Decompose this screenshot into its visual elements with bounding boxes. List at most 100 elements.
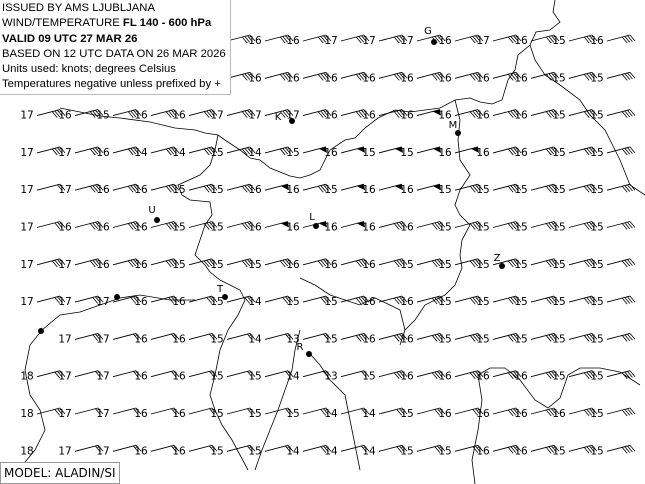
wind-barb-feather (399, 333, 405, 341)
wind-barb-feather (97, 370, 104, 377)
wind-barb (150, 444, 180, 453)
temperature-label: 15 (324, 296, 337, 308)
wind-barb-feather (241, 111, 248, 118)
temperature-label: 14 (172, 147, 186, 159)
temperature-label: 15 (552, 445, 565, 457)
wind-barb-stem (568, 407, 593, 415)
wind-barb-feather (434, 73, 441, 80)
wind-barb-feather (168, 297, 175, 304)
wind-barb-feather (249, 146, 256, 154)
wind-barb-pennant (319, 221, 327, 228)
wind-barb-feather (431, 335, 438, 342)
wind-barb-feather (168, 185, 175, 192)
temperature-label: 17 (58, 147, 71, 159)
temperature-label: 17 (20, 296, 33, 308)
station-marker: R (297, 342, 312, 357)
wind-barb-feather (624, 110, 631, 118)
wind-barb-feather (583, 36, 590, 44)
wind-barb-feather (241, 185, 248, 193)
wind-barb-stem (492, 34, 517, 42)
wind-barb (530, 183, 560, 193)
wind-barb-stem (74, 221, 99, 228)
temperature-label: 17 (58, 296, 71, 308)
wind-barb (530, 444, 560, 454)
wind-barb-pennant (433, 146, 441, 153)
wind-barb-stem (340, 444, 365, 452)
wind-barb (36, 183, 66, 192)
wind-barb-feather (477, 295, 484, 303)
wind-barb-feather (510, 148, 517, 155)
wind-barb-feather (241, 260, 248, 268)
wind-barb-feather (317, 260, 324, 268)
wind-barb-stem (416, 370, 441, 378)
wind-barb-stem (188, 332, 213, 340)
wind-barb-feather (323, 333, 329, 341)
wind-barb-feather (624, 185, 631, 192)
wind-barb-feather (477, 109, 484, 116)
wind-barb-feather (247, 296, 253, 304)
temperature-label: 16 (514, 147, 528, 159)
wind-barb-feather (355, 111, 362, 118)
wind-barb-stem (112, 258, 137, 266)
wind-barb-feather (545, 297, 552, 305)
wind-barb-feather (168, 259, 175, 267)
wind-barb-feather (583, 111, 590, 118)
wind-barb-feather (431, 372, 438, 379)
wind-barb (568, 407, 598, 417)
wind-barb-feather (553, 407, 560, 415)
wind-barb-stem (492, 221, 517, 228)
wind-barb-stem (112, 332, 137, 340)
wind-barb-feather (287, 407, 294, 415)
wind-barb-stem (36, 221, 61, 228)
temperature-label: 14 (248, 333, 262, 345)
wind-barb-feather (325, 445, 332, 452)
temperature-label: 16 (438, 371, 452, 383)
wind-barb-stem (188, 146, 213, 154)
wind-barb-feather (401, 221, 408, 228)
border-line (59, 0, 561, 179)
wind-barb-feather (51, 111, 58, 118)
wind-barb (264, 221, 289, 228)
coastlines-borders (24, 0, 645, 484)
temperature-label: 15 (286, 408, 299, 420)
station-marker: K (275, 112, 295, 124)
temperature-label: 18 (20, 408, 33, 420)
wind-barb-stem (378, 295, 403, 303)
wind-barb-feather (363, 333, 370, 340)
wind-barb-feather (173, 258, 180, 266)
wind-barb-feather (325, 183, 332, 191)
station-marker: T (216, 284, 228, 300)
wind-barb-feather (285, 72, 291, 80)
wind-barb (150, 183, 180, 193)
wind-barb-feather (439, 333, 446, 340)
wind-barb-stem (416, 444, 441, 452)
wind-barb (188, 109, 218, 118)
wind-barb (112, 370, 142, 378)
wind-barb-feather (586, 148, 593, 155)
wind-barb-stem (378, 146, 403, 154)
wind-barb-stem (416, 109, 441, 117)
wind-barb-feather (287, 258, 294, 266)
temperature-label: 17 (362, 35, 375, 47)
wind-barb-feather (57, 371, 63, 378)
temperature-label: 14 (286, 371, 300, 383)
wind-barb-feather (469, 111, 476, 118)
temperature-label: 15 (210, 445, 223, 457)
wind-barb-stem (36, 295, 61, 303)
wind-barb (188, 332, 218, 341)
wind-barb-feather (247, 408, 253, 415)
station-label: Z (494, 253, 501, 264)
wind-barb-stem (226, 109, 251, 117)
wind-barb (416, 407, 446, 416)
wind-barb-feather (209, 371, 215, 378)
wind-barb-feather (401, 333, 408, 340)
wind-barb-feather (54, 148, 61, 155)
wind-barb-feather (95, 110, 101, 117)
wind-barb-stem (74, 183, 99, 191)
wind-barb-feather (551, 408, 557, 415)
wind-barb (188, 146, 218, 156)
wind-barb-feather (401, 370, 408, 377)
wind-barb (454, 407, 484, 416)
wind-barb-feather (133, 296, 139, 304)
wind-barb-feather (515, 407, 522, 415)
